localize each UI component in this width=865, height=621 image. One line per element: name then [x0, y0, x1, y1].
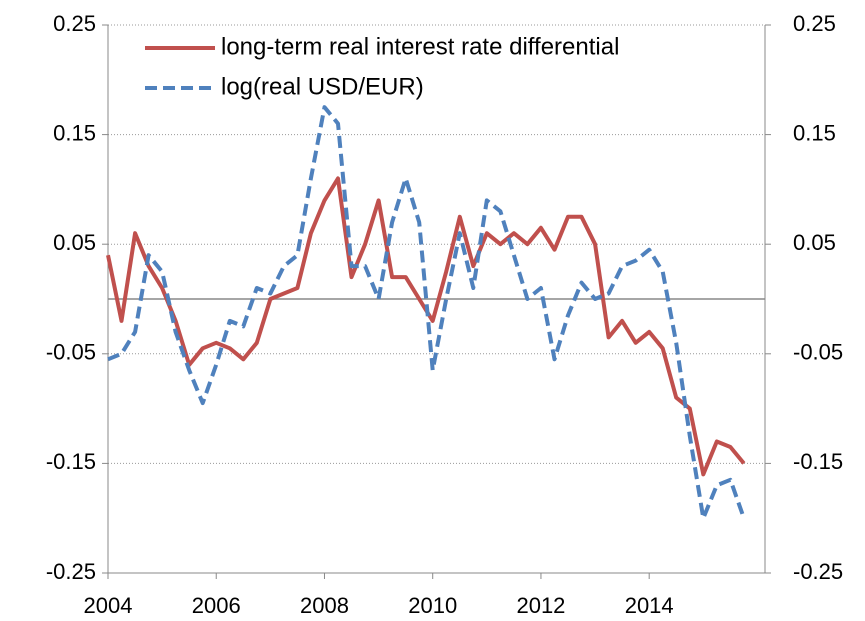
- y2-tick-label: -0.15: [793, 449, 843, 474]
- series-line: [106, 176, 746, 477]
- x-tick-label: 2014: [625, 593, 674, 618]
- x-tick-label: 2008: [300, 593, 349, 618]
- x-tick-label: 2004: [84, 593, 133, 618]
- legend-label: log(real USD/EUR): [221, 73, 424, 100]
- y2-tick-label: -0.25: [793, 559, 843, 584]
- y-tick-label: 0.25: [53, 11, 96, 36]
- legend-label: long-term real interest rate differentia…: [221, 33, 619, 60]
- series-line: [107, 105, 746, 521]
- y2-tick-label: -0.05: [793, 340, 843, 365]
- y2-tick-label: 0.25: [793, 11, 836, 36]
- x-tick-label: 2006: [192, 593, 241, 618]
- x-tick-label: 2010: [408, 593, 457, 618]
- y-tick-label: -0.05: [46, 340, 96, 365]
- y-tick-label: -0.15: [46, 449, 96, 474]
- y2-tick-label: 0.15: [793, 120, 836, 145]
- y-tick-label: 0.05: [53, 230, 96, 255]
- x-tick-label: 2012: [516, 593, 565, 618]
- y2-tick-label: 0.05: [793, 230, 836, 255]
- y-tick-label: 0.15: [53, 120, 96, 145]
- y-tick-label: -0.25: [46, 559, 96, 584]
